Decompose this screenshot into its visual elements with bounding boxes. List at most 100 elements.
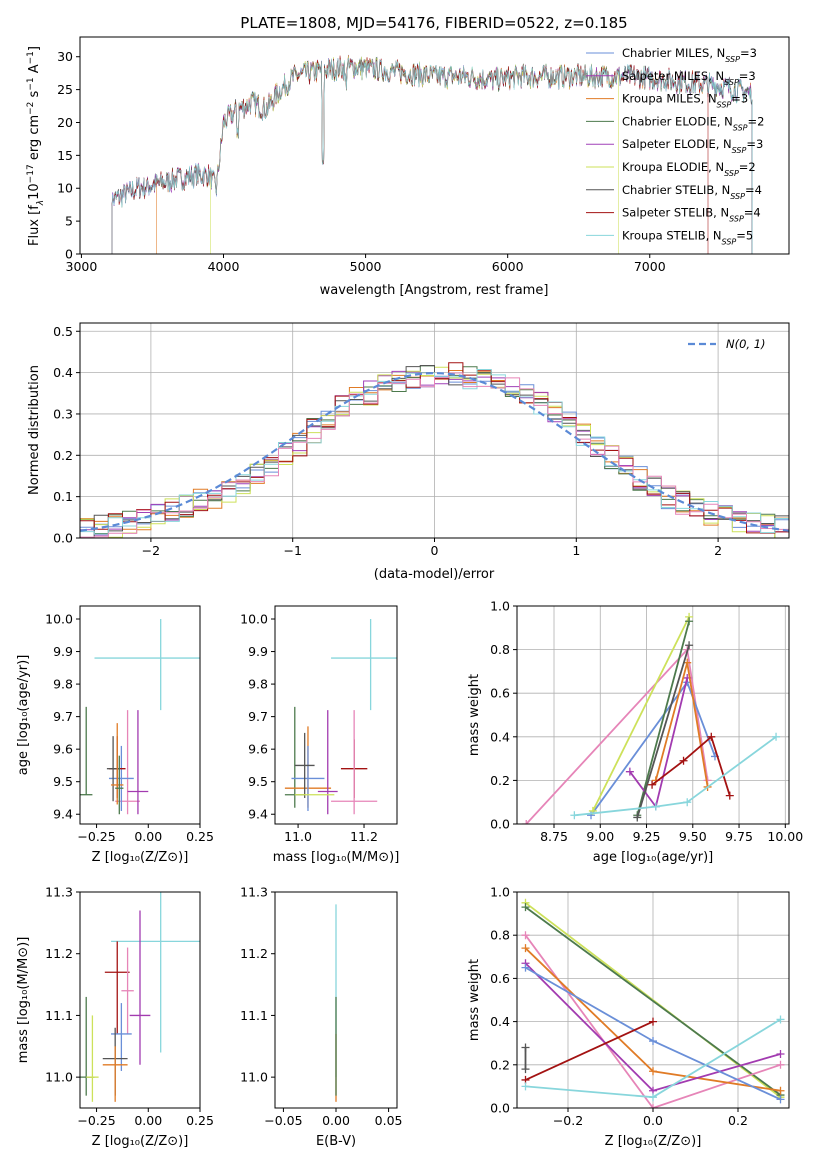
weight-vs-z-marker <box>776 1060 785 1069</box>
spectrum-xtick-label: 5000 <box>350 259 382 274</box>
weight-vs-z-ytick-label: 0.8 <box>490 928 510 943</box>
spectrum-legend-label: Chabrier ELODIE, NSSP=2 <box>622 114 764 131</box>
spectrum-legend-label: Kroupa MILES, NSSP=3 <box>622 92 748 110</box>
mass-vs-ebv-axes <box>274 891 398 1109</box>
age-vs-mass-ytick-label: 9.8 <box>248 677 268 692</box>
weight-vs-z-ytick-label: 0.0 <box>490 1101 510 1116</box>
weight-vs-age-line <box>651 735 731 796</box>
weight-vs-age-marker <box>685 617 694 626</box>
mass-vs-ebv-xtick-label: 0.05 <box>375 1113 403 1128</box>
weight-vs-z-marker <box>776 1095 785 1104</box>
spectrum-legend-label: Kroupa STELIB, NSSP=5 <box>622 228 753 246</box>
spectrum-ytick-label: 0 <box>65 247 73 262</box>
weight-vs-age-marker <box>570 811 579 820</box>
spectrum-xtick-label: 6000 <box>492 259 524 274</box>
age-vs-mass-xtick-label: 11.2 <box>350 829 378 844</box>
residuals-legend-label: N(0, 1) <box>726 337 766 351</box>
weight-vs-z-marker <box>649 1093 657 1102</box>
weight-vs-age-marker <box>679 756 688 765</box>
residuals-ytick-label: 0.3 <box>53 406 73 421</box>
residuals-xtick-label: −1 <box>283 543 301 558</box>
residuals-xtick-label: 1 <box>572 543 580 558</box>
age-vs-mass-ytick-label: 9.7 <box>248 709 268 724</box>
age-vs-z-xtick-label: 0.25 <box>186 829 214 844</box>
residuals-ytick-label: 0.4 <box>53 365 73 380</box>
spectrum-legend-label: Chabrier STELIB, NSSP=4 <box>622 183 762 201</box>
weight-vs-age-axes <box>516 605 790 825</box>
spectrum-series-line <box>156 55 753 254</box>
weight-vs-z-line <box>524 906 782 1096</box>
weight-vs-z-ytick-label: 0.4 <box>490 1014 510 1029</box>
residuals-xtick-label: −2 <box>142 543 160 558</box>
weight-vs-age-ytick-label: 1.0 <box>490 599 510 614</box>
weight-vs-z-marker <box>521 1065 530 1074</box>
age-vs-z-ytick-label: 9.9 <box>53 644 73 659</box>
age-vs-z-ytick-label: 10.0 <box>45 612 73 627</box>
spectrum-ylabel: Flux [fλ10−17 erg cm−2 s−1 A−1] <box>26 46 46 246</box>
spectrum-legend-label: Kroupa ELODIE, NSSP=2 <box>622 160 756 178</box>
residual-histograms <box>80 362 789 538</box>
mass-vs-ebv-ytick-label: 11.3 <box>240 885 268 900</box>
weight-vs-z-ylabel: mass weight <box>467 959 482 1041</box>
age-vs-z-xlabel: Z [log₁₀(Z/Z⊙)] <box>92 850 189 865</box>
weight-vs-z-xtick-label: −0.2 <box>553 1113 583 1128</box>
mass-vs-z-points <box>80 892 200 1102</box>
mass-vs-z-ytick-label: 11.2 <box>45 946 73 961</box>
mass-vs-z-ytick-label: 11.0 <box>45 1070 73 1085</box>
weight-vs-age-line <box>636 621 690 816</box>
weight-vs-age-marker <box>648 780 657 789</box>
age-vs-mass-points <box>284 619 397 815</box>
weight-vs-age-xtick-label: 8.75 <box>540 829 568 844</box>
residuals-ytick-label: 0.5 <box>53 324 73 339</box>
weight-vs-age-marker <box>625 767 634 776</box>
age-vs-mass-xlabel: mass [log₁₀(M/M⊙)] <box>273 850 400 865</box>
weight-vs-age-marker <box>725 791 734 800</box>
weight-vs-z-xlabel: Z [log₁₀(Z/Z⊙)] <box>605 1134 702 1149</box>
age-vs-z-ytick-label: 9.5 <box>53 774 73 789</box>
mass-vs-z-xtick-label: 0.25 <box>186 1113 214 1128</box>
weight-vs-age-xlabel: age [log₁₀(age/yr)] <box>593 850 714 865</box>
weight-vs-age-line <box>636 644 690 818</box>
weight-vs-z-marker <box>521 903 530 912</box>
normal-curve <box>80 371 789 532</box>
residuals-xtick-label: 2 <box>714 543 722 558</box>
residuals-ylabel: Normed distribution <box>27 365 42 495</box>
age-vs-mass-ytick-label: 9.4 <box>248 807 268 822</box>
mass-vs-ebv-xtick-label: −0.05 <box>264 1113 302 1128</box>
weight-vs-age-ytick-label: 0.6 <box>490 686 510 701</box>
weight-vs-z-series <box>521 898 785 1108</box>
age-vs-z-ytick-label: 9.6 <box>53 742 73 757</box>
residuals-ytick-label: 0.2 <box>53 448 73 463</box>
weight-vs-z-xtick-label: 0.0 <box>643 1113 663 1128</box>
spectrum-series-line <box>111 56 753 254</box>
spectrum-xtick-label: 7000 <box>634 259 666 274</box>
mass-vs-ebv-ytick-label: 11.0 <box>240 1070 268 1085</box>
weight-vs-z-marker <box>776 1050 785 1058</box>
weight-vs-z-marker <box>649 1037 657 1046</box>
age-vs-z-ylabel: age [log₁₀(age/yr)] <box>16 655 31 776</box>
weight-vs-z-marker <box>776 1015 785 1024</box>
weight-vs-age-xtick-label: 9.50 <box>679 829 707 844</box>
weight-vs-z-ytick-label: 1.0 <box>490 885 510 900</box>
spectrum-title: PLATE=1808, MJD=54176, FIBERID=0522, z=0… <box>240 14 627 32</box>
age-vs-mass-xtick-label: 11.0 <box>284 829 312 844</box>
weight-vs-z-xtick-label: 0.2 <box>728 1113 748 1128</box>
spectrum-xtick-label: 3000 <box>66 259 98 274</box>
age-vs-mass-ytick-label: 9.9 <box>248 644 268 659</box>
spectrum-series-line <box>111 56 753 254</box>
weight-vs-z-marker <box>521 944 530 953</box>
weight-vs-z-marker <box>521 1043 530 1052</box>
mass-vs-ebv-ytick-label: 11.1 <box>240 1008 268 1023</box>
weight-vs-z-marker <box>776 1086 785 1095</box>
weight-vs-z-marker <box>649 1017 657 1026</box>
spectrum-ytick-label: 15 <box>57 148 73 163</box>
residual-histogram <box>80 369 789 535</box>
weight-vs-age-ylabel: mass weight <box>467 674 482 756</box>
age-vs-z-xtick-label: 0.00 <box>134 829 162 844</box>
mass-vs-ebv-xtick-label: 0.00 <box>322 1113 350 1128</box>
weight-vs-age-marker <box>651 802 660 811</box>
residuals-xlabel: (data-model)/error <box>374 567 495 582</box>
residual-histogram <box>80 372 789 538</box>
age-vs-z-ytick-label: 9.7 <box>53 709 73 724</box>
